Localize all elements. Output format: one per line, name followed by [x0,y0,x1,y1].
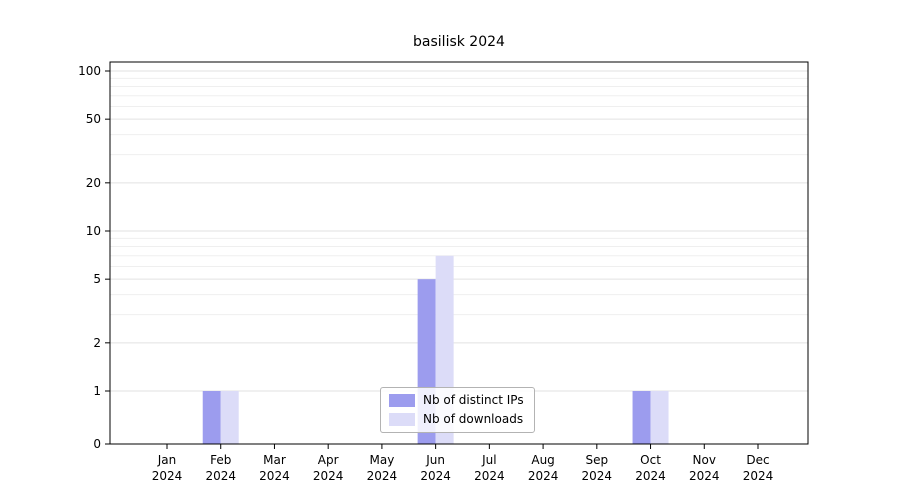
legend-label-downloads: Nb of downloads [423,412,524,426]
x-tick-label-month: Feb [210,453,231,467]
x-tick-label-year: 2024 [528,469,559,483]
chart-title: basilisk 2024 [413,34,505,50]
bar-nb-of-downloads-oct-2024 [650,391,669,444]
y-tick-label: 20 [86,176,101,190]
plot-border [109,61,809,445]
x-tick-label-month: Sep [586,453,609,467]
legend-item-distinct-ips: Nb of distinct IPs [389,393,524,407]
y-tick-label: 100 [78,64,101,78]
y-tick-label: 5 [93,272,101,286]
x-tick-label-month: Jul [481,453,496,467]
x-tick-label-year: 2024 [743,469,774,483]
distinct-ips-swatch-icon [389,393,415,407]
y-tick-label: 1 [93,384,101,398]
y-tick-label: 2 [93,336,101,350]
x-tick-label-month: Oct [640,453,661,467]
x-tick-label-year: 2024 [313,469,344,483]
x-tick-label-year: 2024 [367,469,398,483]
x-tick-label-year: 2024 [420,469,451,483]
y-tick-label: 10 [86,224,101,238]
x-tick-label-month: Jan [157,453,177,467]
x-tick-label-year: 2024 [152,469,183,483]
x-tick-label-year: 2024 [259,469,290,483]
x-tick-label-year: 2024 [635,469,666,483]
bar-nb-of-distinct-ips-oct-2024 [632,391,651,444]
x-tick-label-month: May [370,453,395,467]
legend: Nb of distinct IPs Nb of downloads [380,387,535,433]
x-tick-label-month: Mar [263,453,286,467]
x-tick-label-month: Nov [693,453,716,467]
x-tick-label-month: Dec [746,453,769,467]
x-tick-label-year: 2024 [474,469,505,483]
downloads-swatch-icon [389,412,415,426]
bar-nb-of-distinct-ips-feb-2024 [202,391,221,444]
y-tick-label: 50 [86,112,101,126]
x-tick-label-year: 2024 [582,469,613,483]
legend-label-distinct-ips: Nb of distinct IPs [423,393,524,407]
x-tick-label-month: Jun [425,453,445,467]
x-tick-label-month: Aug [531,453,554,467]
x-tick-label-year: 2024 [205,469,236,483]
bar-nb-of-downloads-feb-2024 [220,391,239,444]
legend-item-downloads: Nb of downloads [389,412,524,426]
x-tick-label-year: 2024 [689,469,720,483]
x-tick-label-month: Apr [318,453,339,467]
y-tick-label: 0 [93,437,101,451]
